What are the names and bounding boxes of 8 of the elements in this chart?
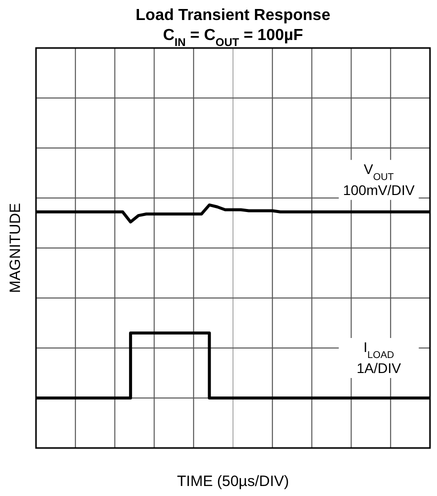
chart-subtitle: C$_{IN}$ = C$_{OUT}$ = 100µF: [162, 27, 304, 49]
y-axis-title: MAGNITUDE: [7, 203, 24, 293]
x-axis-title: TIME (50µs/DIV): [177, 473, 289, 490]
text: 100mV/DIV: [342, 182, 416, 198]
text: I$_{LOAD}$: [363, 339, 394, 360]
chart-title: Load Transient Response: [136, 7, 330, 24]
text: V$_{OUT}$: [364, 160, 394, 182]
annotation: 1A/DIV: [356, 360, 402, 376]
